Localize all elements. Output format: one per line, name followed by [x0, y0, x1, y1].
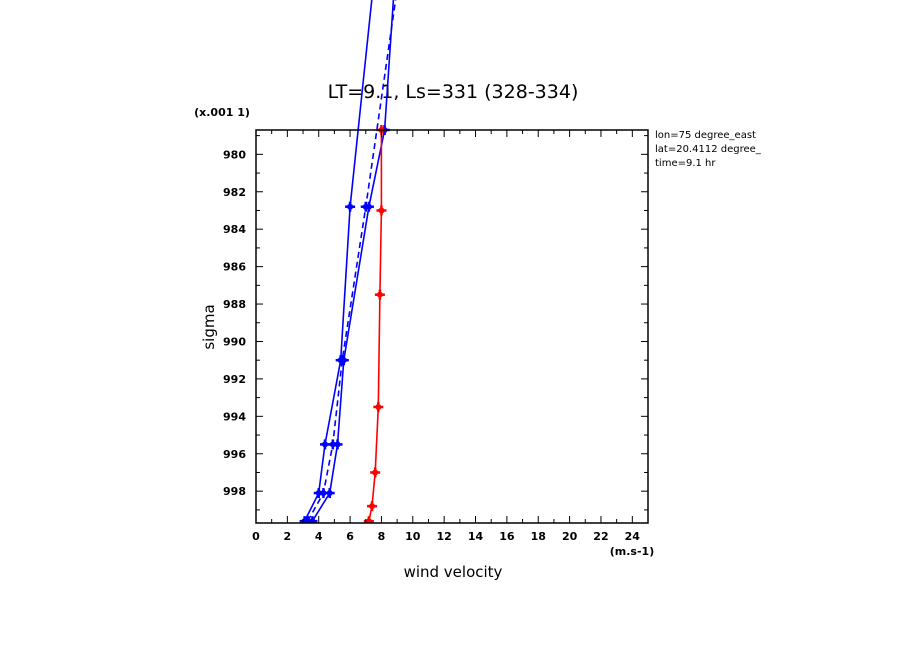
data-point	[302, 516, 313, 523]
x-tick-label: 18	[531, 530, 546, 543]
x-tick-label: 20	[562, 530, 578, 543]
info-lon: lon=75 degree_east	[655, 130, 756, 141]
y-tick-label: 996	[223, 448, 246, 461]
y-tick-label: 980	[223, 148, 246, 161]
x-tick-label: 0	[252, 530, 260, 543]
x-axis-label: wind velocity	[404, 563, 503, 581]
x-unit-label: (m.s-1)	[610, 545, 654, 558]
chart-title: LT=9.1, Ls=331 (328-334)	[328, 81, 579, 103]
x-tick-label: 16	[499, 530, 515, 543]
data-point	[345, 201, 356, 212]
data-point	[337, 355, 348, 366]
x-tick-label: 22	[593, 530, 608, 543]
y-scale-note: (x.001 1)	[194, 106, 250, 119]
y-axis: 980 982 984 986 988 990 992 994 996 998	[223, 135, 648, 511]
data-point	[327, 439, 338, 450]
x-tick-label: 24	[625, 530, 641, 543]
data-point	[367, 501, 378, 512]
data-point	[370, 467, 381, 478]
x-tick-label: 10	[405, 530, 421, 543]
x-tick-label: 6	[346, 530, 354, 543]
y-tick-label: 998	[223, 485, 246, 498]
x-tick-label: 14	[468, 530, 484, 543]
y-tick-label: 982	[223, 186, 246, 199]
series-line-3	[307, 0, 397, 522]
series-line-1	[303, 0, 373, 522]
y-tick-label: 994	[223, 410, 246, 423]
y-tick-label: 984	[223, 223, 246, 236]
data-point	[374, 289, 385, 300]
x-tick-label: 8	[378, 530, 386, 543]
y-tick-label: 986	[223, 261, 246, 274]
series-line-4	[368, 130, 383, 522]
data-point	[376, 205, 387, 216]
x-tick-label: 12	[437, 530, 452, 543]
x-tick-label: 2	[284, 530, 292, 543]
series-layer	[299, 0, 397, 523]
data-point	[360, 201, 371, 212]
info-time: time=9.1 hr	[655, 158, 716, 169]
x-axis: 0 2 4 6 8 10 12 14 16 18 20 22 24	[252, 130, 649, 543]
plot-frame	[255, 129, 649, 524]
y-axis-label: sigma	[200, 304, 218, 349]
data-point	[373, 401, 384, 412]
y-tick-label: 988	[223, 298, 246, 311]
info-lat: lat=20.4112 degree_	[655, 144, 762, 155]
y-tick-label: 992	[223, 373, 246, 386]
data-point	[318, 488, 329, 499]
x-tick-label: 4	[315, 530, 323, 543]
y-tick-label: 990	[223, 335, 246, 348]
